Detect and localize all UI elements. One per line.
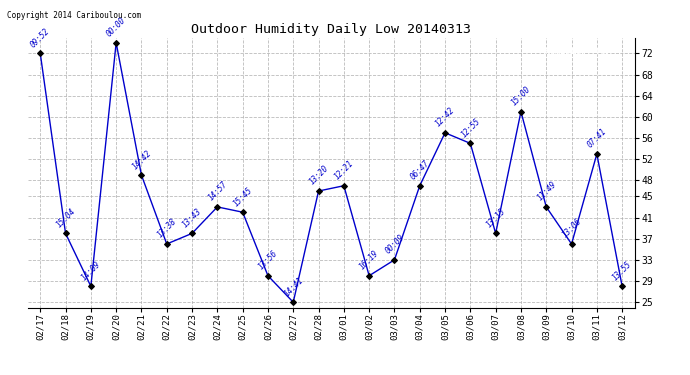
- Text: 14:57: 14:57: [206, 180, 229, 203]
- Text: 12:21: 12:21: [333, 159, 355, 182]
- Point: [237, 209, 248, 215]
- Text: 12:42: 12:42: [434, 106, 457, 129]
- Text: 00:00: 00:00: [105, 16, 128, 39]
- Point: [161, 241, 172, 247]
- Title: Outdoor Humidity Daily Low 20140313: Outdoor Humidity Daily Low 20140313: [191, 23, 471, 36]
- Point: [591, 151, 602, 157]
- Text: 07:41: 07:41: [586, 127, 609, 150]
- Text: 16:19: 16:19: [358, 249, 381, 272]
- Point: [288, 299, 299, 305]
- Text: 15:00: 15:00: [510, 85, 533, 108]
- Text: 14:42: 14:42: [130, 148, 153, 171]
- Text: 14:09: 14:09: [80, 260, 102, 282]
- Point: [262, 273, 273, 279]
- Text: 15:45: 15:45: [232, 185, 254, 208]
- Text: 12:55: 12:55: [460, 117, 482, 139]
- Point: [313, 188, 324, 194]
- Point: [617, 284, 628, 290]
- Text: 13:06: 13:06: [560, 217, 583, 240]
- Point: [338, 183, 349, 189]
- Text: 13:38: 13:38: [156, 217, 178, 240]
- Text: 11:49: 11:49: [535, 180, 558, 203]
- Point: [136, 172, 147, 178]
- Point: [414, 183, 425, 189]
- Text: 00:09: 00:09: [384, 233, 406, 256]
- Point: [541, 204, 552, 210]
- Point: [440, 130, 451, 136]
- Text: 13:43: 13:43: [181, 207, 204, 229]
- Point: [110, 40, 121, 46]
- Text: 06:47: 06:47: [408, 159, 431, 182]
- Text: 14:41: 14:41: [282, 275, 305, 298]
- Point: [515, 109, 526, 115]
- Point: [364, 273, 375, 279]
- Point: [389, 257, 400, 263]
- Text: 09:52: 09:52: [29, 27, 52, 49]
- Point: [490, 230, 501, 236]
- Text: 13:55: 13:55: [611, 260, 633, 282]
- Text: 13:56: 13:56: [257, 249, 279, 272]
- Point: [60, 230, 71, 236]
- Point: [566, 241, 577, 247]
- Point: [212, 204, 223, 210]
- Text: 13:15: 13:15: [484, 207, 507, 229]
- Point: [186, 230, 197, 236]
- Text: 13:20: 13:20: [308, 164, 330, 187]
- Point: [86, 284, 97, 290]
- Text: Copyright 2014 Cariboulou.com: Copyright 2014 Cariboulou.com: [7, 11, 141, 20]
- Point: [465, 140, 476, 146]
- Point: [34, 50, 46, 56]
- Text: 15:04: 15:04: [55, 207, 77, 229]
